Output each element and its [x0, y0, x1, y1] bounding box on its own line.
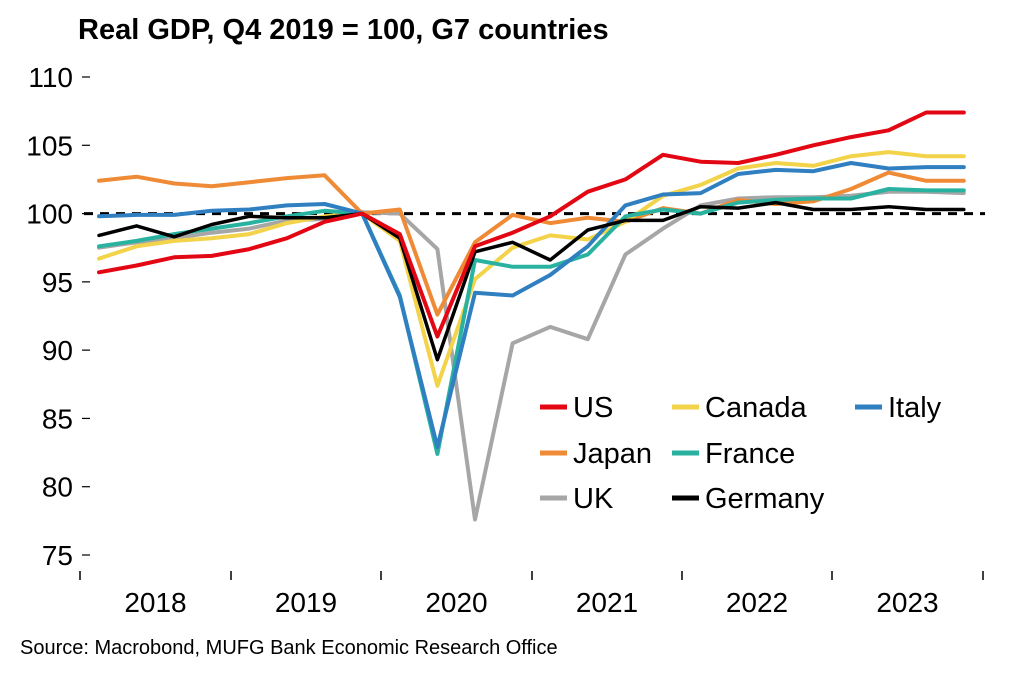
y-tick-label: 110	[28, 62, 73, 93]
legend: US Canada Italy Japan France UK Germany	[540, 392, 942, 515]
x-tick-label: 2018	[124, 587, 186, 618]
series-line-us	[97, 110, 966, 339]
y-tick-label: 105	[26, 130, 73, 161]
legend-label-italy: Italy	[888, 392, 942, 424]
x-tick-label: 2019	[275, 587, 337, 618]
legend-label-canada: Canada	[705, 392, 807, 424]
legend-label-uk: UK	[573, 483, 614, 515]
legend-label-us: US	[573, 392, 613, 424]
y-tick-label: 75	[42, 540, 73, 571]
series-line-germany	[97, 200, 966, 362]
series-line-canada	[97, 150, 966, 388]
series-line-france	[97, 187, 966, 456]
y-tick-label: 90	[42, 335, 73, 366]
x-tick-label: 2021	[576, 587, 638, 618]
chart-title: Real GDP, Q4 2019 = 100, G7 countries	[78, 14, 609, 46]
y-tick-label: 100	[26, 199, 73, 230]
axes: 110 105 100 95 90 85 80 75 2018 2019 2020 2021 2022 2…	[26, 62, 985, 618]
series-line-italy	[97, 161, 966, 450]
x-tick-label: 2020	[425, 587, 487, 618]
x-tick-label: 2023	[876, 587, 938, 618]
legend-label-germany: Germany	[705, 483, 825, 515]
legend-label-france: France	[705, 438, 795, 470]
x-tick-label: 2022	[726, 587, 788, 618]
series-lines	[97, 110, 966, 522]
y-tick-label: 95	[42, 267, 73, 298]
legend-label-japan: Japan	[573, 438, 652, 470]
y-tick-label: 85	[42, 403, 73, 434]
source-note: Source: Macrobond, MUFG Bank Economic Re…	[20, 637, 558, 659]
y-tick-label: 80	[42, 472, 73, 503]
